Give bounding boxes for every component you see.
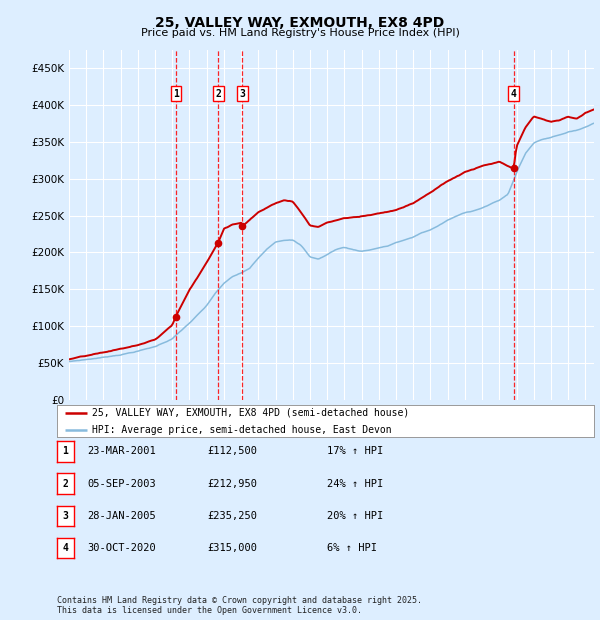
Text: HPI: Average price, semi-detached house, East Devon: HPI: Average price, semi-detached house,… [92,425,392,435]
Text: 25, VALLEY WAY, EXMOUTH, EX8 4PD (semi-detached house): 25, VALLEY WAY, EXMOUTH, EX8 4PD (semi-d… [92,408,409,418]
Text: 3: 3 [239,89,245,99]
Text: 28-JAN-2005: 28-JAN-2005 [87,511,156,521]
Text: 2: 2 [62,479,68,489]
Text: £235,250: £235,250 [207,511,257,521]
Text: 20% ↑ HPI: 20% ↑ HPI [327,511,383,521]
Text: 1: 1 [173,89,179,99]
Text: 05-SEP-2003: 05-SEP-2003 [87,479,156,489]
Text: 24% ↑ HPI: 24% ↑ HPI [327,479,383,489]
Text: 25, VALLEY WAY, EXMOUTH, EX8 4PD: 25, VALLEY WAY, EXMOUTH, EX8 4PD [155,16,445,30]
Text: 23-MAR-2001: 23-MAR-2001 [87,446,156,456]
Text: 3: 3 [62,511,68,521]
Text: £315,000: £315,000 [207,543,257,553]
Text: Contains HM Land Registry data © Crown copyright and database right 2025.
This d: Contains HM Land Registry data © Crown c… [57,596,422,615]
Text: Price paid vs. HM Land Registry's House Price Index (HPI): Price paid vs. HM Land Registry's House … [140,28,460,38]
Text: 30-OCT-2020: 30-OCT-2020 [87,543,156,553]
Text: 17% ↑ HPI: 17% ↑ HPI [327,446,383,456]
Text: 4: 4 [62,543,68,553]
Text: 2: 2 [215,89,221,99]
Text: 6% ↑ HPI: 6% ↑ HPI [327,543,377,553]
Text: 1: 1 [62,446,68,456]
Text: £112,500: £112,500 [207,446,257,456]
Text: 4: 4 [511,89,517,99]
Text: £212,950: £212,950 [207,479,257,489]
